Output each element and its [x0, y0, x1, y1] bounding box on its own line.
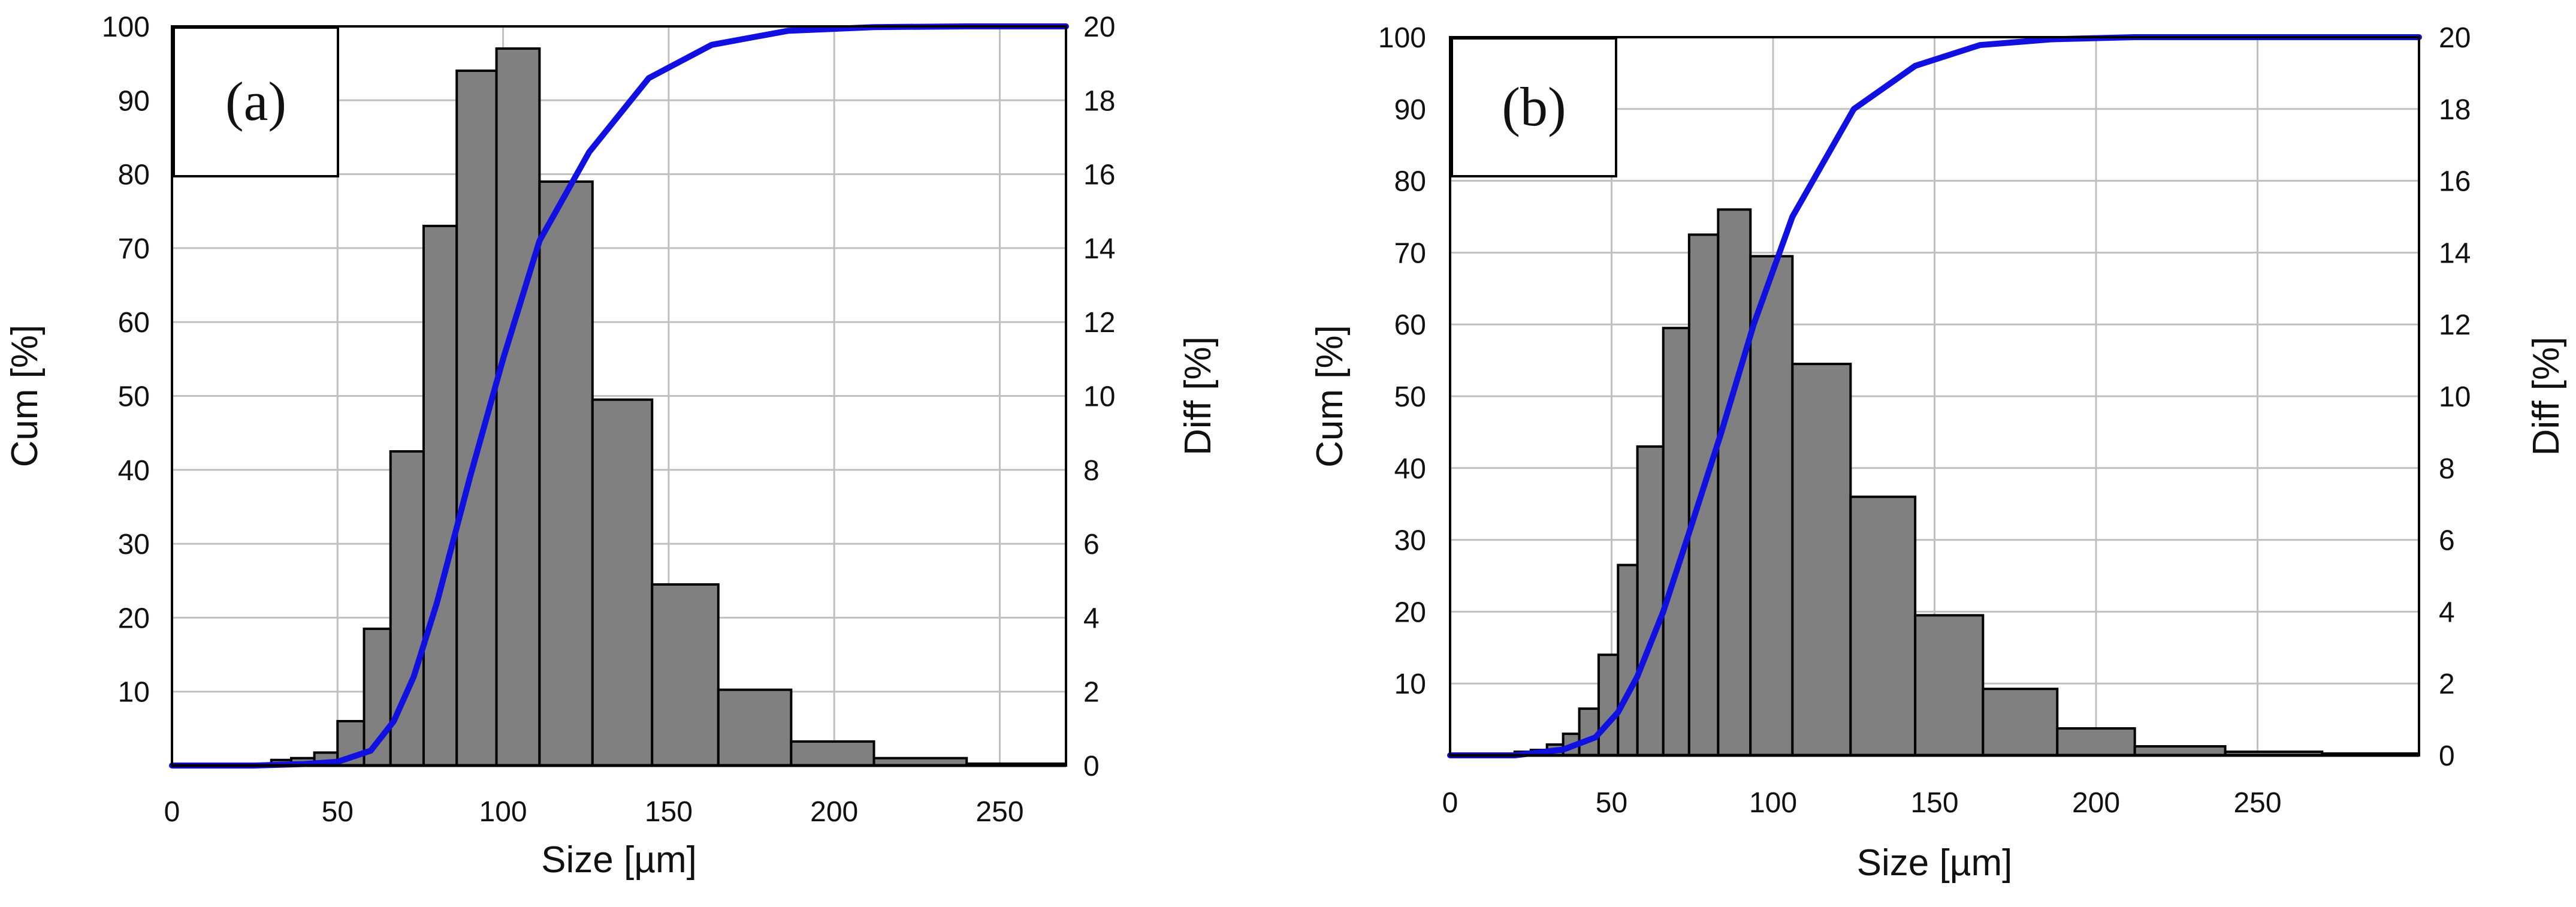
right-y-tick-label: 8: [2439, 453, 2455, 485]
right-y-tick-label: 0: [1083, 751, 1100, 782]
right-y-tick-label: 14: [1083, 233, 1115, 265]
histogram-bar: [455, 69, 498, 767]
left-y-tick-label: 20: [118, 602, 150, 634]
right-y-axis-title: Diff [%]: [1177, 336, 1219, 456]
left-y-tick-label: 30: [118, 529, 150, 561]
histogram-bar: [1749, 255, 1794, 757]
right-y-tick-label: 12: [2439, 309, 2471, 341]
left-y-tick-label: 50: [1394, 381, 1426, 413]
left-y-tick-label: 50: [118, 381, 150, 413]
histogram-bar: [1597, 653, 1620, 757]
left-y-tick-label: 60: [1394, 309, 1426, 341]
cumulative-line: [1447, 34, 2422, 758]
histogram-bar: [422, 224, 458, 767]
histogram-bar: [1717, 208, 1752, 757]
histogram-bar: [591, 398, 654, 767]
histogram-bar: [790, 740, 875, 767]
histogram-bar: [538, 180, 594, 767]
right-y-tick-label: 2: [2439, 668, 2455, 700]
left-y-tick-label: 100: [102, 11, 150, 43]
x-tick-label: 0: [164, 796, 180, 828]
left-y-tick-label: 10: [118, 677, 150, 709]
right-y-tick-label: 16: [1083, 159, 1115, 191]
left-y-axis-title: Cum [%]: [4, 325, 46, 468]
histogram-bars: [1513, 208, 2421, 757]
left-y-axis-title: Cum [%]: [1309, 325, 1351, 468]
histogram-bar: [717, 688, 793, 767]
x-tick-label: 50: [322, 796, 354, 828]
right-y-tick-label: 10: [2439, 381, 2471, 413]
histogram-bar: [1578, 707, 1600, 757]
histogram-bar: [495, 47, 541, 767]
left-y-tick-label: 70: [118, 233, 150, 265]
x-tick-label: 100: [1749, 787, 1797, 819]
x-tick-label: 200: [2072, 787, 2120, 819]
x-axis-title: Size [µm]: [541, 839, 697, 881]
right-y-tick-label: 20: [1083, 11, 1115, 43]
x-tick-label: 200: [810, 796, 858, 828]
histogram-bar: [1849, 495, 1917, 757]
panel-label-box: [1451, 37, 1617, 177]
histogram-bar: [1636, 445, 1665, 757]
histogram-bar: [1982, 688, 2059, 757]
x-tick-label: 100: [479, 796, 527, 828]
right-y-tick-label: 4: [1083, 602, 1100, 634]
histogram-bar: [1617, 564, 1639, 757]
right-y-tick-label: 2: [1083, 677, 1100, 709]
cumulative-line: [169, 23, 1069, 769]
x-tick-label: 50: [1596, 787, 1627, 819]
left-y-tick-label: 80: [118, 159, 150, 191]
right-y-tick-label: 4: [2439, 596, 2455, 628]
x-tick-label: 150: [645, 796, 693, 828]
right-y-tick-label: 10: [1083, 381, 1115, 413]
x-axis-title: Size [µm]: [1857, 842, 2013, 884]
left-y-tick-label: 90: [1394, 94, 1426, 126]
right-y-tick-label: 6: [2439, 525, 2455, 557]
right-y-axis-title: Diff [%]: [2526, 337, 2567, 456]
histogram-bar: [1791, 363, 1852, 757]
left-y-tick-label: 30: [1394, 525, 1426, 557]
chart-panel-a: (a) 0 50 100 150 200 250 10 20 30 40 50 60 70 80 90 100 0…: [4, 11, 1219, 881]
left-y-tick-label: 80: [1394, 166, 1426, 198]
left-y-tick-label: 10: [1394, 668, 1426, 700]
right-y-tick-label: 0: [2439, 740, 2455, 772]
left-y-tick-label: 20: [1394, 596, 1426, 628]
right-y-tick-label: 12: [1083, 307, 1115, 339]
histogram-bar: [651, 583, 720, 767]
panel-label: (a): [225, 71, 286, 132]
x-tick-label: 250: [976, 796, 1023, 828]
right-y-tick-label: 14: [2439, 237, 2471, 269]
histogram-bar: [2056, 727, 2136, 757]
right-y-tick-label: 6: [1083, 529, 1100, 561]
left-y-tick-label: 70: [1394, 237, 1426, 269]
left-y-tick-label: 90: [118, 85, 150, 117]
right-y-tick-label: 20: [2439, 22, 2471, 54]
right-y-tick-label: 8: [1083, 455, 1100, 487]
left-y-tick-label: 40: [118, 455, 150, 487]
x-tick-label: 250: [2233, 787, 2281, 819]
panel-label-box: [173, 26, 339, 177]
right-y-tick-label: 18: [1083, 85, 1115, 117]
x-tick-label: 150: [1910, 787, 1958, 819]
panel-label: (b): [1502, 76, 1566, 137]
left-y-tick-label: 60: [118, 307, 150, 339]
right-y-tick-label: 16: [2439, 166, 2471, 198]
left-y-tick-label: 100: [1378, 22, 1426, 54]
left-y-tick-label: 40: [1394, 453, 1426, 485]
histogram-bar: [1914, 614, 1985, 757]
chart-panel-b: (b) 0 50 100 150 200 250 10 20 30 40 50 60 70 80 90 100 0…: [1309, 22, 2567, 884]
right-y-tick-label: 18: [2439, 94, 2471, 126]
x-tick-label: 0: [1442, 787, 1458, 819]
